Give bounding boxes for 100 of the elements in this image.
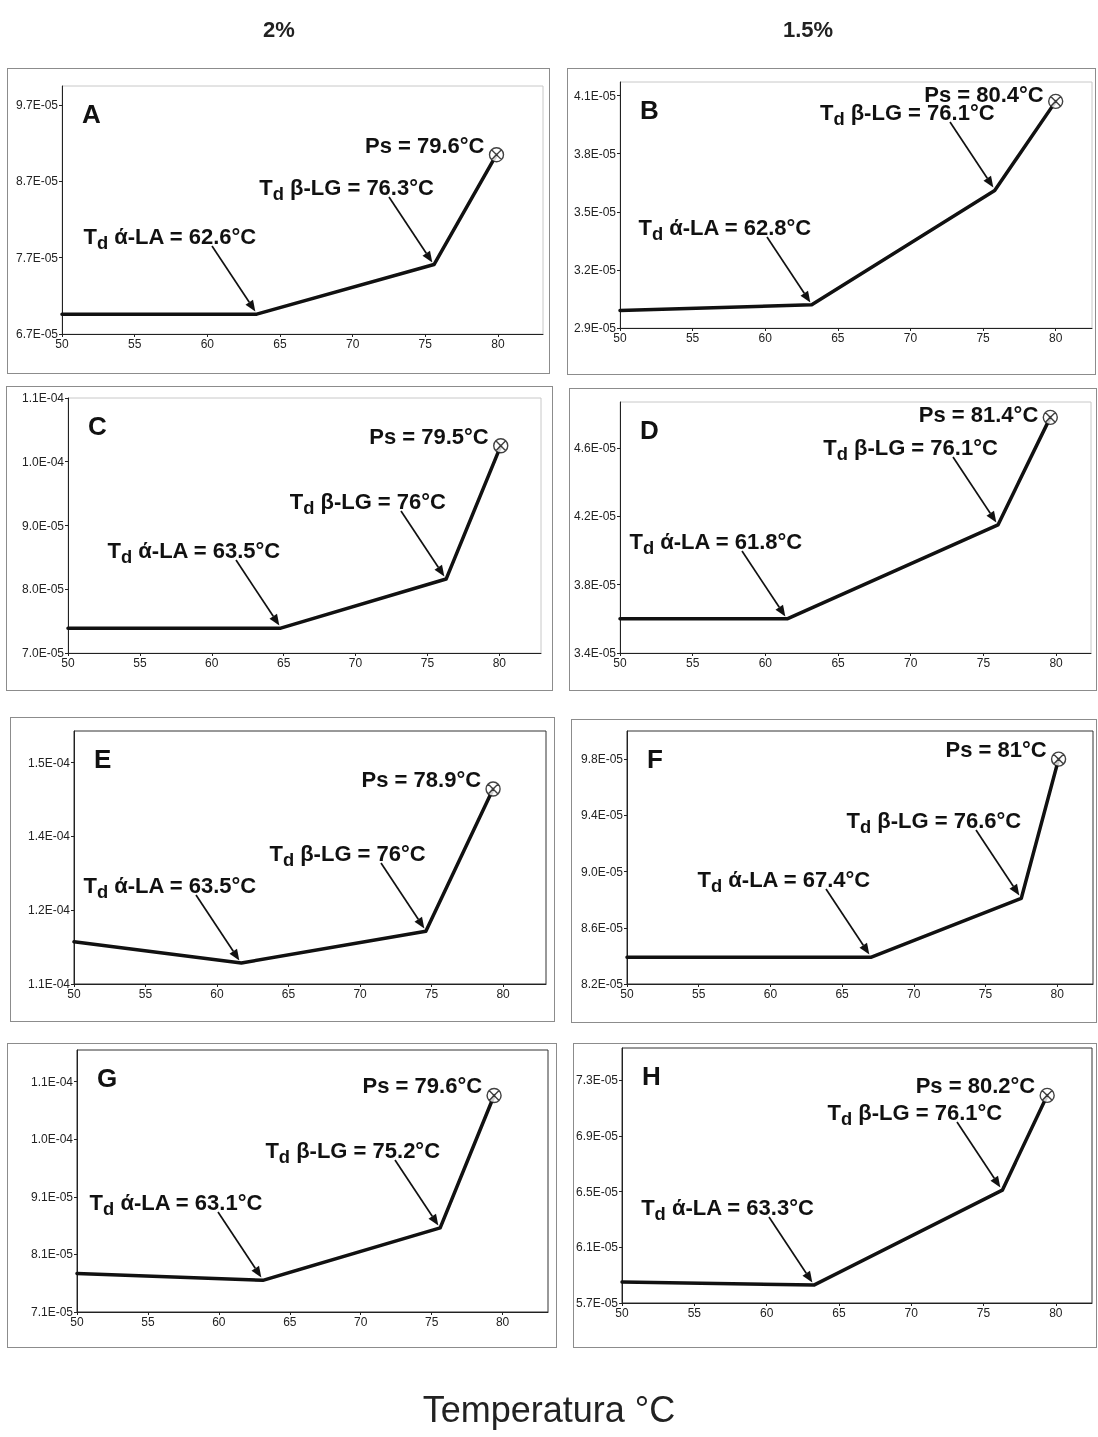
- annotation: T$_{d}$ β-LG = 75.2°C: [265, 1137, 441, 1169]
- x-tick-label: 55: [141, 1315, 155, 1329]
- x-tick-label: 80: [492, 656, 507, 670]
- x-tick-label: 75: [424, 987, 439, 1001]
- annotation: B: [640, 95, 659, 125]
- x-tick-label: 80: [1050, 987, 1065, 1001]
- y-tick-label: 8.1E-05: [30, 1247, 74, 1262]
- x-tick-label: 80: [495, 1315, 510, 1329]
- x-tick-label: 70: [348, 656, 363, 670]
- chart-title: 1.5%: [782, 17, 834, 43]
- y-tick-label: 9.0E-05: [21, 518, 65, 533]
- y-tick-label: 4.2E-05: [573, 509, 617, 524]
- annotation: Ps = 79.6°C: [362, 1073, 483, 1099]
- annotation: Ps = 80.2°C: [915, 1073, 1036, 1099]
- annotation: G: [97, 1063, 118, 1093]
- x-tick-label: 60: [212, 1315, 226, 1329]
- y-tick-label: 9.0E-05: [580, 864, 624, 879]
- annotation: Ps = 79.5°C: [369, 423, 489, 449]
- x-tick-label: 60: [758, 331, 773, 345]
- annotation: H: [642, 1061, 661, 1091]
- annotation: T$_{d}$ β-LG = 76.1°C: [823, 434, 998, 466]
- x-tick-label: 65: [281, 987, 296, 1001]
- x-axis-title: Temperatura °C: [422, 1389, 676, 1431]
- x-tick-label: 60: [759, 1306, 774, 1320]
- annotation: T$_{d}$ ά-LA = 62.8°C: [638, 214, 812, 246]
- x-tick-label: 80: [1049, 656, 1064, 670]
- y-tick-label: 1.1E-04: [21, 391, 65, 405]
- x-tick-label: 75: [978, 987, 993, 1001]
- y-tick-label: 1.0E-04: [30, 1132, 74, 1147]
- annotation: T$_{d}$ β-LG = 76.1°C: [827, 1100, 1003, 1131]
- x-tick-label: 55: [692, 987, 706, 1001]
- annotation: D: [640, 415, 659, 445]
- x-tick-label: 75: [418, 337, 433, 351]
- x-tick-label: 65: [835, 987, 850, 1001]
- y-tick-label: 9.1E-05: [30, 1189, 74, 1204]
- annotation: Ps = 81.4°C: [918, 402, 1039, 427]
- x-tick-label: 70: [354, 1315, 368, 1329]
- x-tick-label: 70: [904, 1306, 919, 1320]
- annotation: T$_{d}$ β-LG = 76°C: [289, 489, 446, 520]
- annotation: F: [647, 744, 663, 774]
- chart-title: 2%: [263, 17, 295, 43]
- annotation: T$_{d}$ ά-LA = 62.6°C: [83, 224, 257, 255]
- x-tick-label: 70: [904, 656, 918, 670]
- x-tick-label: 65: [273, 337, 287, 351]
- annotation: Ps = 79.6°C: [365, 132, 485, 158]
- x-tick-label: 60: [205, 656, 219, 670]
- x-tick-label: 60: [758, 656, 773, 670]
- x-tick-label: 55: [138, 987, 153, 1001]
- x-tick-label: 65: [832, 1306, 846, 1320]
- y-tick-label: 6.1E-05: [576, 1240, 619, 1255]
- annotation: T$_{d}$ ά-LA = 63.5°C: [107, 538, 281, 569]
- x-tick-label: 65: [831, 331, 845, 345]
- y-tick-label: 7.7E-05: [15, 250, 59, 265]
- annotation: T$_{d}$ β-LG = 76°C: [269, 841, 426, 872]
- annotation: T$_{d}$ ά-LA = 67.4°C: [697, 867, 871, 898]
- x-tick-label: 55: [127, 337, 142, 351]
- x-tick-label: 75: [976, 656, 991, 670]
- annotation: Ps = 81°C: [945, 737, 1047, 763]
- y-tick-label: 1.4E-04: [27, 829, 71, 844]
- y-tick-label: 6.9E-05: [576, 1128, 619, 1143]
- x-tick-label: 80: [1049, 331, 1063, 345]
- y-tick-label: 3.8E-05: [573, 146, 617, 161]
- y-tick-label: 3.2E-05: [573, 262, 617, 277]
- x-tick-label: 70: [903, 331, 918, 345]
- annotation: C: [88, 411, 107, 441]
- x-tick-label: 65: [831, 656, 846, 670]
- y-tick-label: 4.1E-05: [573, 88, 617, 103]
- x-tick-label: 75: [976, 331, 991, 345]
- y-tick-label: 4.6E-05: [573, 441, 617, 456]
- annotation: Ps = 78.9°C: [361, 766, 482, 792]
- x-tick-label: 55: [686, 656, 700, 670]
- x-tick-label: 60: [210, 987, 225, 1001]
- x-tick-label: 70: [907, 987, 921, 1001]
- y-tick-label: 9.8E-05: [580, 752, 624, 767]
- x-tick-label: 55: [685, 331, 700, 345]
- x-tick-label: 80: [496, 987, 511, 1001]
- x-tick-label: 75: [424, 1315, 439, 1329]
- annotation: T$_{d}$ ά-LA = 63.3°C: [641, 1194, 814, 1226]
- y-tick-label: 9.7E-05: [15, 98, 59, 113]
- annotation: T$_{d}$ β-LG = 76.6°C: [846, 808, 1022, 839]
- x-tick-label: 55: [687, 1306, 702, 1320]
- x-tick-label: 70: [353, 987, 368, 1001]
- y-tick-label: 1.5E-04: [27, 755, 71, 770]
- y-tick-label: 7.3E-05: [576, 1073, 619, 1088]
- y-tick-label: 1.2E-04: [27, 903, 71, 918]
- x-tick-label: 60: [200, 337, 215, 351]
- y-tick-label: 3.8E-05: [573, 577, 617, 592]
- annotation: A: [82, 99, 101, 129]
- x-tick-label: 75: [420, 656, 435, 670]
- annotation: E: [94, 744, 112, 774]
- x-tick-label: 65: [283, 1315, 297, 1329]
- annotation: T$_{d}$ ά-LA = 63.5°C: [83, 872, 257, 904]
- x-tick-label: 80: [491, 337, 505, 351]
- x-tick-label: 65: [276, 656, 291, 670]
- x-tick-label: 55: [133, 656, 147, 670]
- annotation: T$_{d}$ β-LG = 76.3°C: [259, 174, 434, 205]
- y-tick-label: 8.6E-05: [580, 920, 624, 935]
- y-tick-label: 1.1E-04: [30, 1074, 74, 1089]
- x-tick-label: 75: [976, 1306, 991, 1320]
- annotation: T$_{d}$ ά-LA = 63.1°C: [89, 1190, 263, 1221]
